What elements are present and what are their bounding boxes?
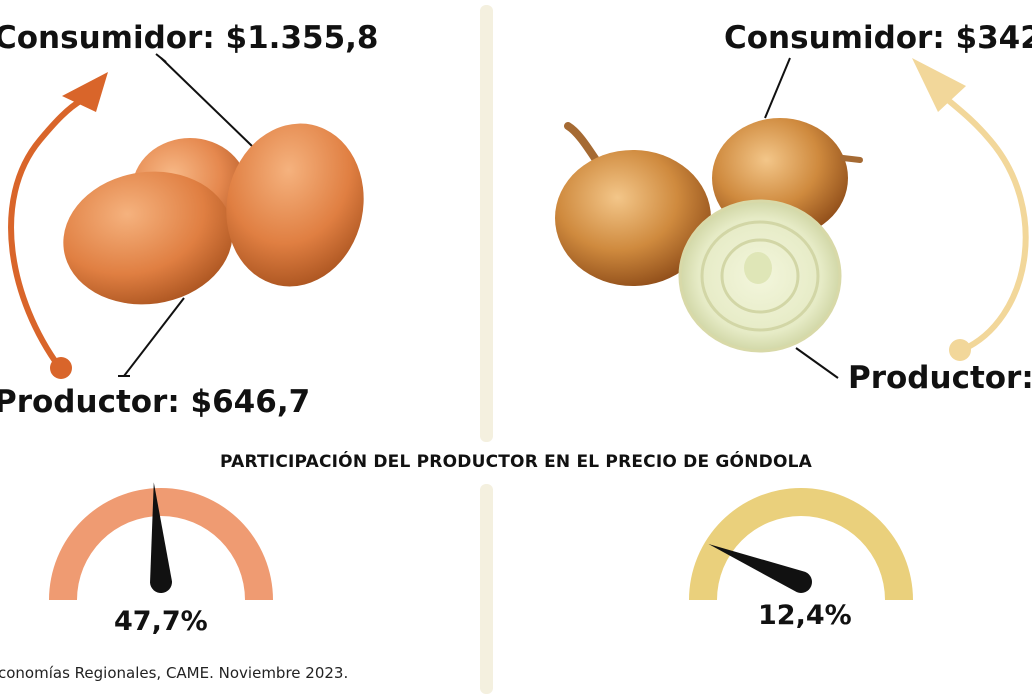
right-share-gauge [689,488,913,600]
right-share-value: 12,4% [758,600,852,631]
right-producer-price: Productor: $ [848,360,1032,396]
left-share-value: 47,7% [114,606,208,637]
left-gauge-arc [49,488,273,600]
right-gauge-arc [689,488,913,600]
left-share-gauge [49,482,273,600]
left-producer-price: Productor: $646,7 [0,384,311,420]
eggs-icon [63,123,364,305]
right-consumer-price: Consumidor: $342,6 [724,20,1032,56]
section-title: PARTICIPACIÓN DEL PRODUCTOR EN EL PRECIO… [220,452,812,472]
onions-icon [555,118,863,353]
right-gauge-needle-icon [708,544,812,593]
vertical-divider-bottom [480,484,493,694]
left-consumer-price: Consumidor: $1.355,8 [0,20,379,56]
source-note: conomías Regionales, CAME. Noviembre 202… [0,664,349,682]
vertical-divider-top [480,5,493,442]
left-gauge-needle-icon [150,482,172,593]
